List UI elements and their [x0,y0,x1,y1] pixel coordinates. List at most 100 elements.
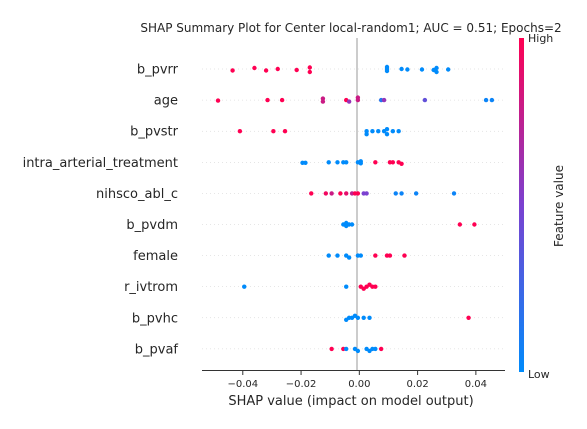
point-b_pvrr-14 [434,65,439,71]
point-b_pvstr-6 [376,129,381,134]
point-b_pvhc-4 [355,315,361,320]
point-nihsco_abl_c-0 [309,191,314,196]
point-age-11 [422,97,428,103]
feature-label-nihsco_abl_c: nihsco_abl_c [96,187,178,202]
point-intra_arterial_treatment-8 [358,161,363,166]
point-b_pvrr-16 [445,67,451,72]
point-b_pvrr-11 [405,67,410,72]
feature-label-b_pvstr: b_pvstr [130,125,179,140]
point-nihsco_abl_c-10 [393,191,398,196]
feature-label-age: age [154,94,178,109]
point-b_pvrr-12 [419,67,425,72]
point-b_pvstr-0 [237,129,243,134]
x-tick-label-0: −0.04 [227,379,258,390]
chart-title: SHAP Summary Plot for Center local-rando… [140,21,561,35]
x-tick-label-3: 0.02 [406,379,428,390]
point-female-0 [326,253,331,258]
point-r_ivtrom-0 [242,284,247,289]
point-nihsco_abl_c-4 [344,191,349,196]
point-b_pvrr-2 [263,68,269,73]
point-age-10 [381,97,387,103]
colorbar-high-label: High [528,32,553,45]
point-nihsco_abl_c-2 [329,191,334,196]
colorbar-title: Feature value [552,165,566,247]
point-age-12 [483,97,489,103]
point-b_pvrr-10 [399,66,404,72]
point-b_pvrr-15 [434,69,439,75]
point-female-9 [402,253,407,258]
point-intra_arterial_treatment-1 [303,160,308,165]
point-b_pvstr-8 [384,132,390,137]
point-b_pvrr-5 [307,65,312,70]
point-intra_arterial_treatment-11 [390,160,396,165]
point-b_pvdm-4 [349,222,355,227]
shap-points [215,64,495,354]
point-b_pvaf-2 [344,346,349,352]
point-intra_arterial_treatment-2 [326,160,331,165]
point-age-13 [489,97,495,103]
point-age-0 [215,98,221,103]
colorbar [519,38,524,372]
point-nihsco_abl_c-9 [364,191,369,196]
point-r_ivtrom-7 [373,284,378,289]
point-b_pvaf-4 [355,348,361,354]
point-female-1 [335,253,340,258]
point-b_pvstr-9 [384,127,390,132]
point-nihsco_abl_c-1 [323,191,329,196]
x-tick-label-2: 0.00 [348,379,370,390]
point-r_ivtrom-1 [344,284,349,289]
feature-label-b_pvdm: b_pvdm [126,218,178,233]
point-b_pvrr-9 [384,66,390,72]
point-b_pvstr-10 [390,129,396,134]
point-b_pvstr-4 [364,129,369,134]
point-b_pvrr-6 [307,69,312,75]
point-age-2 [279,97,285,103]
colorbar-low-label: Low [528,368,550,381]
x-axis-ticks: −0.04 −0.02 0.00 0.02 0.04 [227,370,487,390]
point-b_pvdm-6 [472,222,477,227]
point-b_pvhc-7 [466,315,471,320]
point-b_pvaf-8 [373,346,378,352]
point-intra_arterial_treatment-3 [335,160,340,165]
point-b_pvstr-1 [271,129,276,134]
feature-label-female: female [133,249,178,264]
point-b_pvaf-0 [329,346,334,352]
point-intra_arterial_treatment-5 [344,160,349,165]
feature-label-b_pvhc: b_pvhc [132,311,178,326]
point-b_pvaf-9 [378,346,384,352]
point-b_pvstr-2 [282,129,288,134]
point-nihsco_abl_c-13 [451,191,457,196]
feature-gridlines [202,68,505,350]
point-age-1 [265,97,270,103]
point-b_pvrr-4 [294,67,299,73]
point-female-6 [373,253,378,258]
x-axis-label: SHAP value (impact on model output) [228,394,473,409]
point-age-8 [355,95,361,100]
feature-label-intra_arterial_treatment: intra_arterial_treatment [23,156,178,171]
point-age-4 [320,96,326,101]
point-b_pvrr-0 [230,68,235,73]
point-nihsco_abl_c-3 [338,191,343,196]
x-tick-label-1: −0.02 [286,379,317,390]
point-female-5 [358,253,363,258]
point-b_pvrr-3 [275,66,280,72]
feature-label-r_ivtrom: r_ivtrom [124,280,178,295]
feature-label-b_pvrr: b_pvrr [137,63,179,78]
point-nihsco_abl_c-12 [413,191,419,196]
point-age-6 [346,99,352,104]
feature-label-b_pvaf: b_pvaf [135,342,179,357]
point-b_pvstr-11 [396,129,401,134]
point-b_pvrr-1 [252,65,257,71]
point-intra_arterial_treatment-9 [373,160,378,165]
x-tick-label-4: 0.04 [465,379,487,390]
point-b_pvhc-6 [367,315,372,320]
point-b_pvstr-5 [370,129,375,134]
point-b_pvdm-5 [457,222,463,227]
point-female-3 [346,255,352,260]
point-intra_arterial_treatment-13 [399,161,404,166]
point-b_pvhc-5 [361,315,366,320]
point-female-8 [387,253,393,258]
point-nihsco_abl_c-7 [355,191,361,196]
